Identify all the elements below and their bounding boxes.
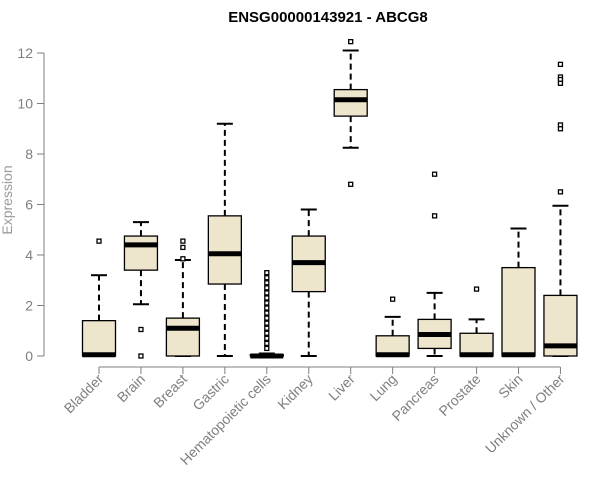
- box-group: [123, 221, 159, 359]
- outlier-point: [264, 295, 270, 301]
- outlier-point: [431, 213, 438, 219]
- outlier-point: [264, 330, 270, 336]
- boxes-layer: [81, 38, 578, 359]
- outlier-point: [473, 286, 480, 292]
- outlier-point: [264, 320, 270, 326]
- y-tick-label: 4: [25, 247, 33, 263]
- outlier-point: [348, 38, 354, 45]
- y-tick-label: 2: [25, 298, 33, 314]
- x-tick-label: Bladder: [61, 371, 107, 417]
- box-group: [165, 238, 201, 357]
- outlier-point: [348, 181, 354, 187]
- outlier-point: [431, 171, 438, 177]
- box-group: [249, 270, 284, 359]
- x-tick-label: Liver: [325, 371, 358, 404]
- outlier-point: [557, 126, 564, 132]
- box-group: [543, 61, 578, 357]
- x-tick-label: Skin: [495, 371, 526, 402]
- outlier-point: [180, 238, 186, 244]
- x-tick-label: Unknown / Other: [482, 371, 568, 457]
- outlier-point: [557, 189, 564, 195]
- box: [165, 317, 201, 357]
- y-axis-label: Expression: [0, 165, 15, 234]
- outlier-point: [264, 340, 270, 347]
- x-tick-label: Lung: [366, 371, 399, 404]
- outlier-point: [264, 285, 270, 291]
- outlier-point: [389, 296, 396, 302]
- outlier-point: [138, 353, 144, 359]
- outlier-point: [264, 345, 270, 352]
- box-group: [417, 171, 452, 357]
- outlier-point: [264, 315, 270, 321]
- x-tick-label: Pancreas: [389, 371, 442, 424]
- box-group: [459, 286, 494, 358]
- box-group: [375, 296, 410, 358]
- y-tick-label: 0: [25, 348, 33, 364]
- outlier-point: [264, 270, 270, 276]
- y-tick-label: 12: [17, 45, 33, 61]
- outlier-point: [264, 310, 270, 316]
- box-group: [207, 122, 243, 357]
- x-tick-label: Prostate: [435, 371, 483, 419]
- chart-title: ENSG00000143921 - ABCG8: [228, 9, 428, 26]
- y-tick-label: 6: [25, 197, 33, 213]
- box: [123, 235, 159, 271]
- outlier-point: [264, 290, 270, 296]
- outlier-point: [96, 238, 102, 244]
- outlier-point: [264, 275, 270, 281]
- box-group: [333, 38, 368, 187]
- box: [207, 215, 243, 285]
- y-tick-label: 10: [17, 96, 33, 112]
- outlier-point: [264, 335, 270, 341]
- outlier-point: [264, 325, 270, 331]
- box-group: [291, 208, 326, 357]
- y-axis: 0 2 4 6 8 10 12: [17, 45, 45, 364]
- outlier-point: [264, 305, 270, 311]
- box-group: [81, 238, 117, 358]
- outlier-point: [264, 300, 270, 306]
- outlier-point: [557, 61, 564, 68]
- x-tick-label: Kidney: [274, 371, 316, 413]
- box: [81, 319, 117, 357]
- outlier-point: [138, 326, 144, 333]
- outlier-point: [180, 256, 186, 262]
- outlier-point: [264, 280, 270, 286]
- y-tick-label: 8: [25, 146, 33, 162]
- box: [333, 88, 368, 117]
- x-tick-label: Breast: [150, 371, 190, 411]
- x-tick-label: Brain: [114, 371, 148, 405]
- outlier-point: [180, 244, 186, 251]
- outlier-point: [557, 80, 564, 86]
- box-group: [501, 227, 536, 358]
- box: [501, 266, 536, 357]
